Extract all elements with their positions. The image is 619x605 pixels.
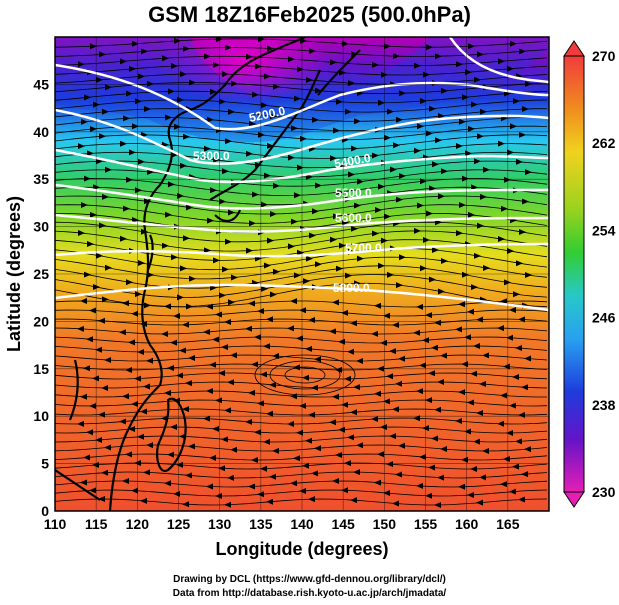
contour-label: 5600.0 <box>335 211 372 225</box>
y-axis-label: Latitude (degrees) <box>4 196 24 352</box>
credit-data: Data from http://database.rish.kyoto-u.a… <box>172 588 447 599</box>
contour-label: 5400.0 <box>333 151 372 171</box>
x-tick-label: 160 <box>455 516 479 532</box>
y-tick-label: 0 <box>41 503 49 519</box>
y-tick-label: 40 <box>33 124 49 140</box>
contour-labels: 5200.0 5300.0 5400.0 5500.0 5600.0 5700.… <box>193 104 382 295</box>
y-tick-label: 25 <box>33 266 49 282</box>
y-tick-label: 15 <box>33 361 49 377</box>
y-tick-label: 35 <box>33 171 49 187</box>
colorbar-label: 254 <box>592 222 616 238</box>
plot-frame <box>54 36 550 512</box>
y-axis-ticks: 0 5 10 15 20 25 30 35 40 45 <box>33 76 49 519</box>
credit-drawing: Drawing by DCL (https://www.gfd-dennou.o… <box>173 574 446 585</box>
y-tick-label: 20 <box>33 313 49 329</box>
x-tick-label: 115 <box>85 516 108 532</box>
x-tick-label: 120 <box>126 516 150 532</box>
x-tick-label: 150 <box>373 516 397 532</box>
x-tick-label: 130 <box>208 516 232 532</box>
grid-lines <box>54 37 549 512</box>
y-tick-label: 5 <box>41 456 49 472</box>
contour-label: 5700.0 <box>345 241 382 255</box>
colorbar-label: 262 <box>592 135 616 151</box>
x-tick-label: 140 <box>290 516 314 532</box>
colorbar-label: 270 <box>592 48 616 64</box>
y-tick-label: 45 <box>33 76 49 92</box>
colorbar-label: 246 <box>592 310 616 326</box>
x-tick-label: 135 <box>249 516 273 532</box>
x-tick-label: 125 <box>167 516 191 532</box>
x-tick-label: 110 <box>44 516 67 532</box>
coastlines <box>55 37 361 511</box>
x-tick-label: 165 <box>496 516 520 532</box>
colorbar-label: 230 <box>592 484 616 500</box>
contour-label: 5300.0 <box>193 149 230 163</box>
y-tick-label: 10 <box>33 408 49 424</box>
x-axis-label: Longitude (degrees) <box>215 539 388 559</box>
chart-title: GSM 18Z16Feb2025 (500.0hPa) <box>148 2 471 27</box>
x-tick-label: 155 <box>414 516 438 532</box>
flow-arrows <box>77 37 532 508</box>
colorbar: 270 262 254 246 238 230 <box>563 40 616 508</box>
vortex <box>254 354 356 396</box>
contour-label: 5500.0 <box>335 186 372 200</box>
colorbar-label: 238 <box>592 397 616 413</box>
x-axis-ticks: 110 115 120 125 130 135 140 145 150 155 160 165 <box>44 516 520 532</box>
contour-label: 5800.0 <box>333 281 370 295</box>
height-contours <box>55 37 549 312</box>
y-tick-label: 30 <box>33 219 49 235</box>
x-tick-label: 145 <box>331 516 355 532</box>
